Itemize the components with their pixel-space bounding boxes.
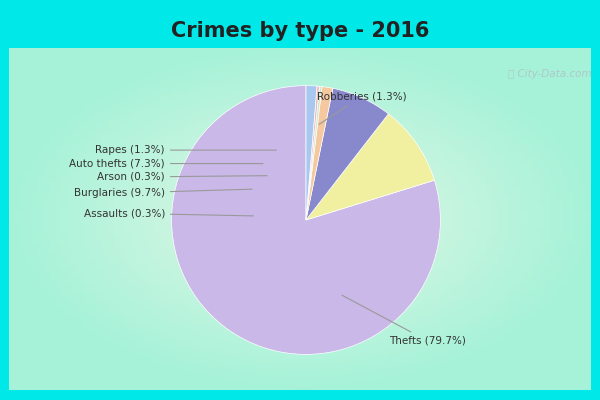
Text: Assaults (0.3%): Assaults (0.3%) [83, 208, 253, 218]
Text: Robberies (1.3%): Robberies (1.3%) [317, 91, 406, 124]
Wedge shape [306, 86, 317, 220]
Wedge shape [172, 86, 440, 354]
Text: Auto thefts (7.3%): Auto thefts (7.3%) [69, 158, 263, 168]
Wedge shape [306, 86, 333, 220]
Wedge shape [306, 86, 320, 220]
Text: Thefts (79.7%): Thefts (79.7%) [342, 295, 466, 346]
Text: Crimes by type - 2016: Crimes by type - 2016 [171, 21, 429, 41]
Wedge shape [306, 86, 322, 220]
Wedge shape [306, 114, 434, 220]
Text: ⓘ City-Data.com: ⓘ City-Data.com [508, 69, 592, 79]
Text: Rapes (1.3%): Rapes (1.3%) [95, 145, 277, 155]
Wedge shape [306, 88, 388, 220]
Text: Burglaries (9.7%): Burglaries (9.7%) [74, 188, 252, 198]
Text: Arson (0.3%): Arson (0.3%) [97, 172, 267, 182]
